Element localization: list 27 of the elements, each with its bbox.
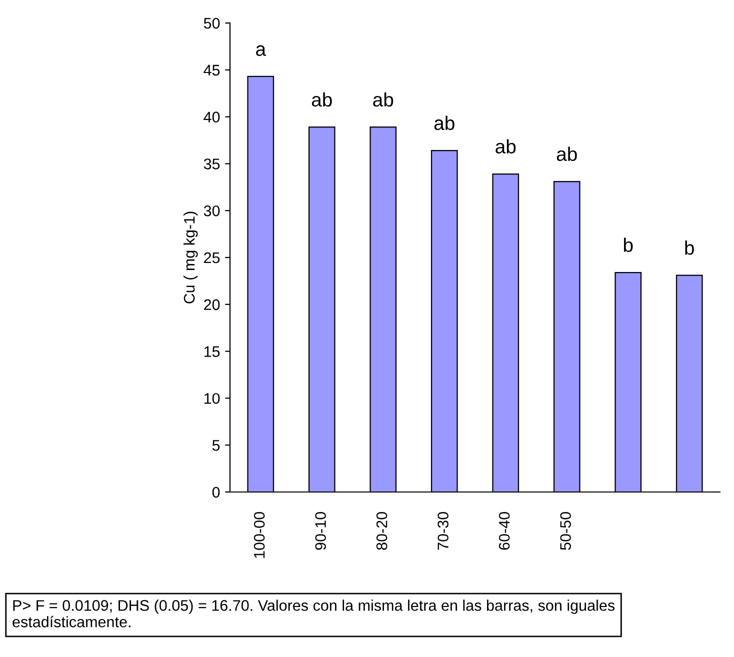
data-label: ab — [496, 139, 516, 154]
y-tick-label: 45 — [204, 64, 220, 76]
y-tick-label: 40 — [204, 112, 220, 122]
y-tick-label: 25 — [204, 252, 220, 264]
y-tick-label: 5 — [212, 440, 220, 451]
y-axis-title: Cu ( mg kg-1) — [183, 212, 198, 304]
y-tick-label: 50 — [204, 18, 220, 29]
x-tick-label: 50-50 — [560, 512, 571, 550]
x-tick-label: 90-10 — [315, 512, 326, 550]
y-tick-label: 0 — [212, 486, 220, 498]
data-label: ab — [434, 116, 454, 130]
data-label: b — [624, 238, 633, 252]
x-tick-label: 80-20 — [376, 512, 388, 550]
data-label: ab — [312, 92, 332, 107]
y-tick-label: 30 — [204, 205, 220, 216]
data-label: ab — [556, 146, 577, 162]
y-tick-label: 35 — [204, 158, 220, 170]
data-label: a — [256, 45, 266, 56]
data-label: b — [685, 240, 694, 255]
x-tick-label: 100-00 — [254, 512, 265, 558]
text: P> F = 0.0109; DHS (0.05) = 16.70. Valores con la misma letra en las barras, son iguales estadísticamente. — [12, 600, 615, 628]
y-tick-label: 20 — [204, 299, 220, 310]
x-tick-label: 70-30 — [438, 512, 448, 550]
x-tick-label: 60-40 — [498, 512, 510, 550]
data-label: ab — [373, 92, 394, 107]
y-tick-label: 10 — [204, 393, 220, 404]
y-tick-label: 15 — [204, 346, 220, 357]
